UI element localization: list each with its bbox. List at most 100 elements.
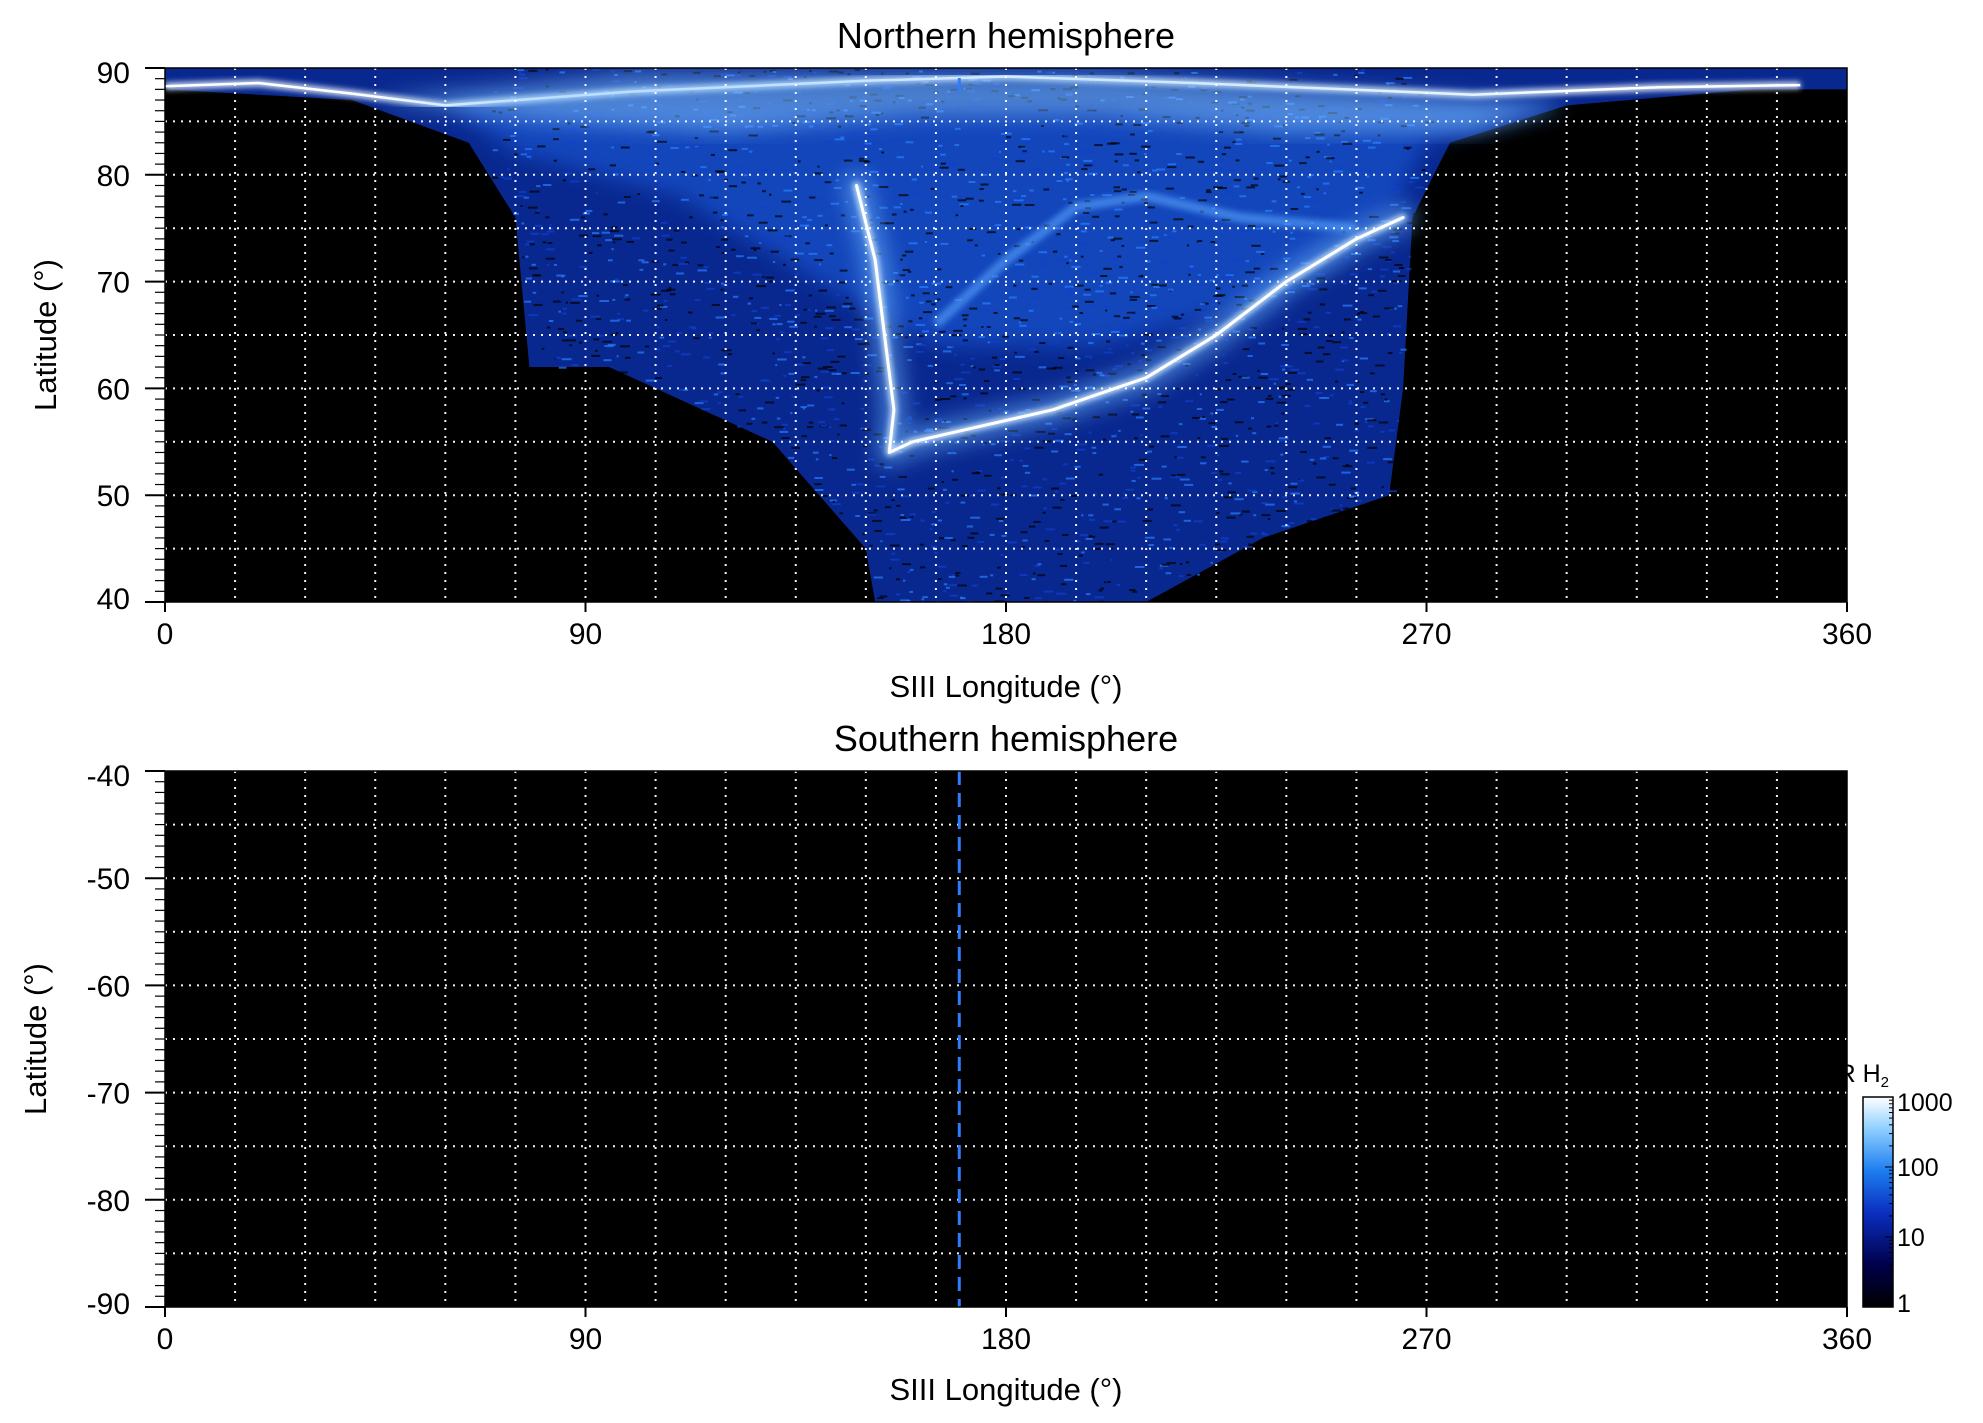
emission-speckle xyxy=(1018,259,1024,262)
emission-speckle xyxy=(522,256,525,259)
emission-speckle xyxy=(971,584,978,587)
emission-speckle xyxy=(783,427,786,430)
emission-speckle xyxy=(1088,514,1094,517)
emission-speckle xyxy=(1094,542,1104,545)
y-tick-label: -90 xyxy=(87,1288,130,1321)
emission-speckle xyxy=(813,71,817,74)
emission-speckle xyxy=(1098,473,1104,476)
emission-speckle xyxy=(524,300,532,303)
emission-speckle xyxy=(809,196,816,199)
emission-speckle xyxy=(592,235,602,238)
emission-speckle xyxy=(1380,268,1389,271)
emission-speckle xyxy=(1068,199,1072,202)
emission-speckle xyxy=(626,240,634,243)
emission-speckle xyxy=(874,464,881,467)
emission-speckle xyxy=(802,407,805,410)
emission-speckle xyxy=(984,309,992,312)
emission-speckle xyxy=(1201,456,1206,459)
emission-speckle xyxy=(1058,332,1062,335)
emission-speckle xyxy=(982,302,991,305)
emission-speckle xyxy=(769,280,774,283)
emission-speckle xyxy=(1227,491,1236,494)
emission-speckle xyxy=(817,165,820,168)
emission-speckle xyxy=(1368,294,1374,297)
emission-speckle xyxy=(553,264,557,266)
emission-speckle xyxy=(966,268,973,271)
emission-speckle xyxy=(775,215,783,218)
emission-speckle xyxy=(1001,476,1008,479)
emission-speckle xyxy=(980,309,984,312)
emission-speckle xyxy=(983,380,990,383)
emission-speckle xyxy=(1074,540,1081,543)
emission-speckle xyxy=(996,517,1005,520)
emission-speckle xyxy=(655,377,662,379)
emission-speckle xyxy=(571,364,579,367)
emission-speckle xyxy=(1034,257,1043,260)
emission-speckle xyxy=(640,133,645,136)
emission-speckle xyxy=(1215,543,1221,546)
emission-speckle xyxy=(1358,287,1367,290)
y-tick-label: 80 xyxy=(97,160,130,193)
emission-speckle xyxy=(693,71,701,74)
emission-speckle xyxy=(1221,153,1227,156)
emission-speckle xyxy=(1200,462,1207,465)
emission-speckle xyxy=(1327,143,1330,146)
emission-speckle xyxy=(561,291,564,294)
emission-speckle xyxy=(826,306,836,309)
emission-speckle xyxy=(1300,451,1307,453)
emission-speckle xyxy=(1367,146,1376,149)
emission-speckle xyxy=(1220,473,1230,476)
emission-speckle xyxy=(1267,518,1271,521)
emission-speckle xyxy=(1185,400,1194,403)
emission-speckle xyxy=(969,494,976,497)
emission-speckle xyxy=(955,214,959,217)
emission-speckle xyxy=(1245,271,1255,274)
emission-speckle xyxy=(1258,401,1265,404)
emission-speckle xyxy=(1218,131,1224,134)
emission-speckle xyxy=(1087,304,1094,307)
emission-speckle xyxy=(1021,195,1027,197)
emission-speckle xyxy=(1100,275,1108,277)
emission-speckle xyxy=(1297,71,1303,74)
emission-speckle xyxy=(673,229,680,232)
emission-speckle xyxy=(863,317,874,320)
emission-speckle xyxy=(806,426,814,429)
emission-speckle xyxy=(1312,462,1317,465)
emission-speckle xyxy=(1135,246,1146,249)
emission-speckle xyxy=(1079,534,1088,537)
emission-speckle xyxy=(596,334,605,337)
emission-speckle xyxy=(921,598,925,601)
emission-speckle xyxy=(911,300,915,303)
emission-speckle xyxy=(515,195,525,198)
emission-speckle xyxy=(599,300,609,302)
emission-speckle xyxy=(1276,510,1286,512)
emission-speckle xyxy=(535,211,540,214)
emission-speckle xyxy=(975,471,980,474)
emission-speckle xyxy=(918,344,926,347)
emission-speckle xyxy=(1107,236,1114,239)
emission-speckle xyxy=(954,144,960,147)
emission-speckle xyxy=(833,418,840,421)
emission-speckle xyxy=(1153,597,1159,600)
emission-speckle xyxy=(518,191,527,193)
emission-speckle xyxy=(1160,435,1170,438)
emission-speckle xyxy=(559,71,565,74)
emission-speckle xyxy=(624,298,631,301)
emission-speckle xyxy=(779,144,786,147)
emission-speckle xyxy=(1030,440,1034,443)
emission-speckle xyxy=(1129,298,1138,301)
emission-speckle xyxy=(1295,372,1306,375)
emission-speckle xyxy=(799,224,810,227)
emission-speckle xyxy=(951,166,955,168)
emission-speckle xyxy=(1103,438,1107,441)
emission-speckle xyxy=(1118,276,1128,279)
emission-speckle xyxy=(1212,219,1218,222)
emission-speckle xyxy=(1278,386,1287,389)
emission-speckle xyxy=(698,170,704,173)
emission-speckle xyxy=(1274,164,1284,167)
emission-speckle xyxy=(660,221,668,224)
emission-speckle xyxy=(836,293,840,296)
emission-speckle xyxy=(1056,259,1065,262)
emission-speckle xyxy=(1297,327,1308,330)
emission-speckle xyxy=(1020,151,1029,154)
